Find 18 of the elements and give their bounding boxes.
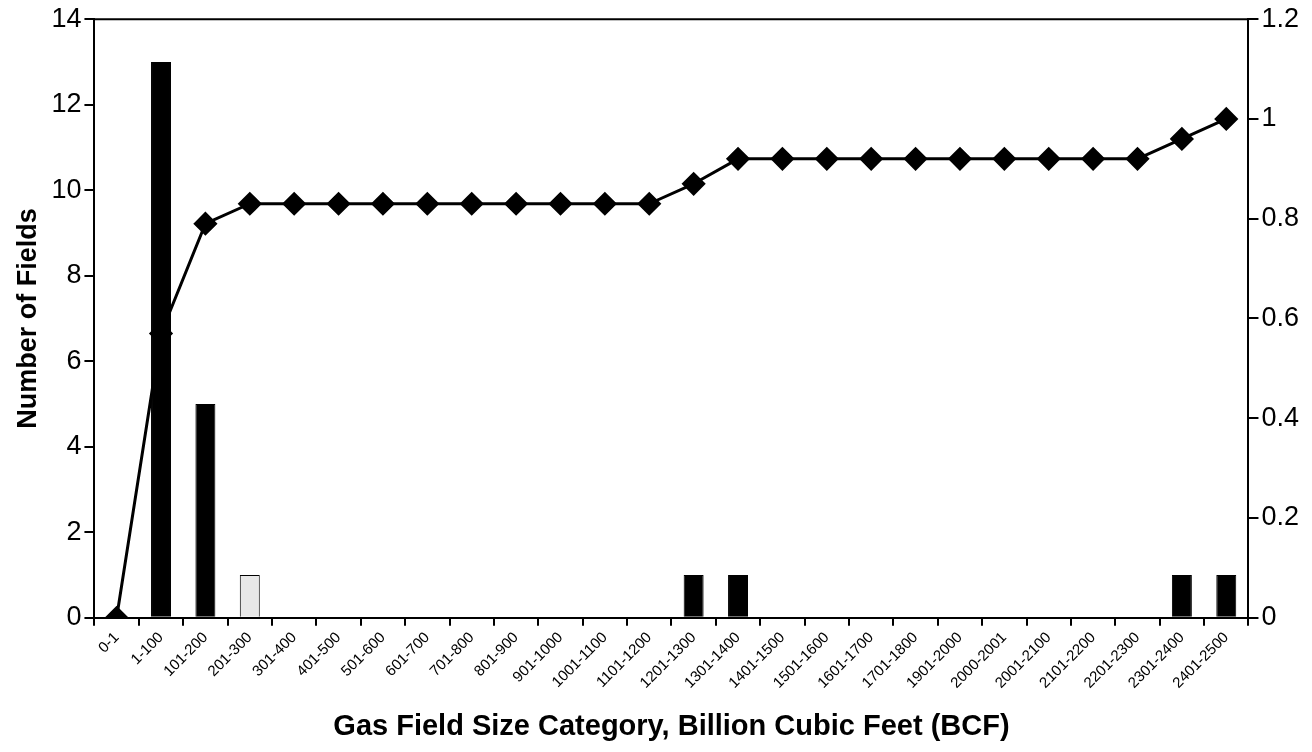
y-tick-label: 2	[66, 515, 82, 546]
y2-tick-label: 1.2	[1261, 2, 1300, 33]
y2-tick-label: 0.2	[1261, 501, 1300, 532]
y-tick-label: 12	[51, 88, 82, 119]
y2-tick-label: 0.4	[1261, 401, 1300, 432]
y-tick-label: 14	[51, 2, 82, 33]
y-tick-label: 4	[66, 430, 82, 461]
y2-tick-label: 1	[1261, 102, 1277, 133]
y-axis-title: Number of Fields	[11, 208, 42, 429]
x-tick-label: 0-1	[94, 628, 122, 656]
y-tick-label: 0	[66, 601, 82, 632]
y-tick-label: 6	[66, 344, 82, 375]
x-axis-title: Gas Field Size Category, Billion Cubic Feet (BCF)	[333, 708, 1010, 741]
y2-tick-label: 0.8	[1261, 202, 1300, 233]
y2-tick-label: 0.6	[1261, 301, 1300, 332]
y-tick-label: 8	[66, 259, 82, 290]
y-tick-label: 10	[51, 173, 82, 204]
y2-tick-label: 0	[1261, 601, 1277, 632]
